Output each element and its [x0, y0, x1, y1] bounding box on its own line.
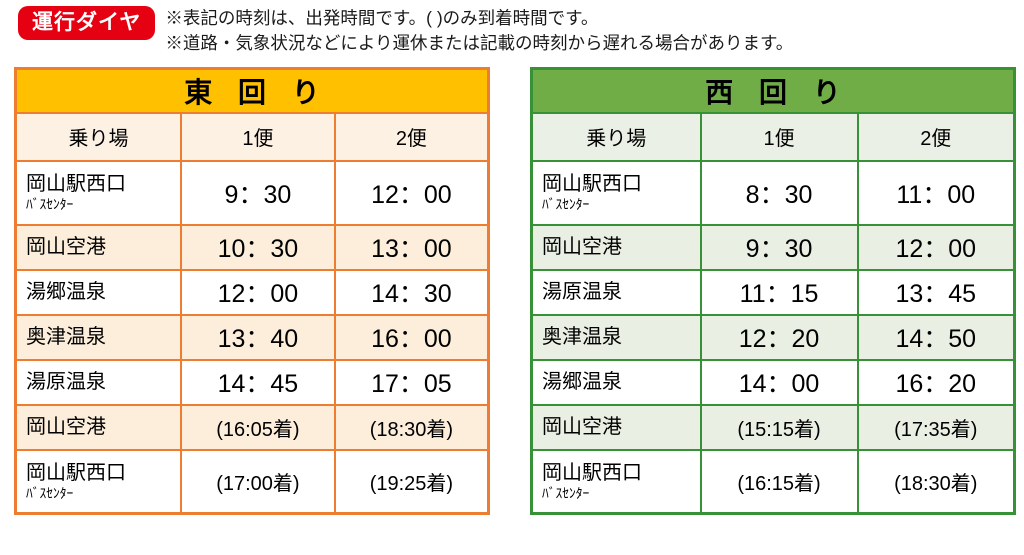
table-row: 岡山駅西口 ﾊﾞｽｾﾝﾀｰ (17:00着) (19:25着)	[14, 448, 490, 515]
departure-time-cell: 12：20	[699, 313, 859, 361]
stop-subname: ﾊﾞｽｾﾝﾀｰ	[26, 485, 74, 501]
departure-time-cell: 17：05	[333, 358, 490, 406]
stop-subname: ﾊﾞｽｾﾝﾀｰ	[542, 196, 590, 212]
stop-cell: 奥津温泉	[14, 313, 183, 361]
table-row: 岡山空港 (16:05着) (18:30着)	[14, 403, 490, 451]
stop-cell: 湯郷温泉	[530, 358, 702, 406]
note-line-1: ※表記の時刻は、出発時間です。( )のみ到着時間です。	[165, 8, 599, 28]
stop-name: 岡山駅西口	[542, 461, 642, 484]
stop-cell: 岡山空港	[14, 403, 183, 451]
column-header-1: 1便	[180, 111, 336, 162]
stop-cell: 岡山空港	[530, 223, 702, 271]
timetable-west: 西 回 り乗り場 1便 2便 岡山駅西口 ﾊﾞｽｾﾝﾀｰ 8：30 11：00 岡山空港 9：3…	[530, 66, 1016, 516]
departure-time-cell: 14：00	[699, 358, 859, 406]
departure-time-cell: 9：30	[699, 223, 859, 271]
departure-time-cell: 14：50	[856, 313, 1016, 361]
column-header-0: 乗り場	[14, 111, 183, 162]
stop-cell: 岡山駅西口 ﾊﾞｽｾﾝﾀｰ	[14, 159, 183, 226]
table-row: 岡山駅西口 ﾊﾞｽｾﾝﾀｰ 8：30 11：00	[530, 159, 1016, 226]
departure-time-cell: 14：45	[180, 358, 336, 406]
table-row: 岡山駅西口 ﾊﾞｽｾﾝﾀｰ (16:15着) (18:30着)	[530, 448, 1016, 515]
stop-subname: ﾊﾞｽｾﾝﾀｰ	[542, 485, 590, 501]
table-row: 奥津温泉 12：20 14：50	[530, 313, 1016, 361]
arrival-time-cell: (15:15着)	[699, 403, 859, 451]
column-header-0: 乗り場	[530, 111, 702, 162]
arrival-time-cell: (17:00着)	[180, 448, 336, 515]
arrival-time-cell: (18:30着)	[856, 448, 1016, 515]
stop-name: 湯郷温泉	[26, 280, 106, 303]
stop-name: 湯郷温泉	[542, 370, 622, 393]
column-header-row: 乗り場 1便 2便	[530, 111, 1016, 162]
arrival-time-cell: (16:05着)	[180, 403, 336, 451]
stop-cell: 岡山空港	[530, 403, 702, 451]
stop-name: 岡山駅西口	[26, 172, 126, 195]
stop-name: 岡山空港	[542, 235, 622, 258]
table-row: 奥津温泉 13：40 16：00	[14, 313, 490, 361]
column-header-1: 1便	[699, 111, 859, 162]
departure-time-cell: 10：30	[180, 223, 336, 271]
stop-name: 湯原温泉	[542, 280, 622, 303]
table-row: 湯郷温泉 14：00 16：20	[530, 358, 1016, 406]
stop-name: 奥津温泉	[542, 325, 622, 348]
departure-time-cell: 12：00	[333, 159, 490, 226]
table-row: 岡山空港 10：30 13：00	[14, 223, 490, 271]
notes: ※表記の時刻は、出発時間です。( )のみ到着時間です。 ※道路・気象状況などによ…	[165, 4, 793, 57]
departure-time-cell: 13：40	[180, 313, 336, 361]
departure-time-cell: 12：00	[856, 223, 1016, 271]
table-row: 岡山駅西口 ﾊﾞｽｾﾝﾀｰ 9：30 12：00	[14, 159, 490, 226]
departure-time-cell: 12：00	[180, 268, 336, 316]
table-row: 湯原温泉 14：45 17：05	[14, 358, 490, 406]
table-title-west: 西 回 り	[530, 67, 1016, 114]
schedule-badge: 運行ダイヤ	[18, 6, 156, 41]
departure-time-cell: 16：00	[333, 313, 490, 361]
departure-time-cell: 8：30	[699, 159, 859, 226]
stop-cell: 岡山駅西口 ﾊﾞｽｾﾝﾀｰ	[530, 159, 702, 226]
departure-time-cell: 11：15	[699, 268, 859, 316]
column-header-2: 2便	[333, 111, 490, 162]
stop-cell: 岡山駅西口 ﾊﾞｽｾﾝﾀｰ	[14, 448, 183, 515]
stop-name: 岡山駅西口	[542, 172, 642, 195]
stop-cell: 湯原温泉	[530, 268, 702, 316]
stop-cell: 岡山空港	[14, 223, 183, 271]
table-title-east: 東 回 り	[14, 67, 490, 114]
departure-time-cell: 16：20	[856, 358, 1016, 406]
stop-subname: ﾊﾞｽｾﾝﾀｰ	[26, 196, 74, 212]
arrival-time-cell: (16:15着)	[699, 448, 859, 515]
stop-cell: 湯郷温泉	[14, 268, 183, 316]
stop-name: 岡山空港	[26, 235, 106, 258]
departure-time-cell: 13：45	[856, 268, 1016, 316]
stop-name: 岡山駅西口	[26, 461, 126, 484]
table-row: 岡山空港 9：30 12：00	[530, 223, 1016, 271]
departure-time-cell: 13：00	[333, 223, 490, 271]
stop-cell: 岡山駅西口 ﾊﾞｽｾﾝﾀｰ	[530, 448, 702, 515]
timetables-container: 東 回 り乗り場 1便 2便 岡山駅西口 ﾊﾞｽｾﾝﾀｰ 9：30 12：00 岡山空港 10：…	[0, 57, 1024, 516]
column-header-2: 2便	[856, 111, 1016, 162]
table-row: 湯郷温泉 12：00 14：30	[14, 268, 490, 316]
stop-cell: 湯原温泉	[14, 358, 183, 406]
stop-name: 湯原温泉	[26, 370, 106, 393]
departure-time-cell: 9：30	[180, 159, 336, 226]
column-header-row: 乗り場 1便 2便	[14, 111, 490, 162]
stop-name: 岡山空港	[542, 415, 622, 438]
timetable-east: 東 回 り乗り場 1便 2便 岡山駅西口 ﾊﾞｽｾﾝﾀｰ 9：30 12：00 岡山空港 10：…	[14, 66, 490, 516]
arrival-time-cell: (18:30着)	[333, 403, 490, 451]
page-header: 運行ダイヤ ※表記の時刻は、出発時間です。( )のみ到着時間です。 ※道路・気象…	[0, 0, 1024, 57]
departure-time-cell: 11：00	[856, 159, 1016, 226]
table-row: 岡山空港 (15:15着) (17:35着)	[530, 403, 1016, 451]
table-row: 湯原温泉 11：15 13：45	[530, 268, 1016, 316]
stop-name: 岡山空港	[26, 415, 106, 438]
stop-cell: 奥津温泉	[530, 313, 702, 361]
note-line-2: ※道路・気象状況などにより運休または記載の時刻から遅れる場合があります。	[165, 33, 794, 54]
departure-time-cell: 14：30	[333, 268, 490, 316]
arrival-time-cell: (19:25着)	[333, 448, 490, 515]
stop-name: 奥津温泉	[26, 325, 106, 348]
arrival-time-cell: (17:35着)	[856, 403, 1016, 451]
